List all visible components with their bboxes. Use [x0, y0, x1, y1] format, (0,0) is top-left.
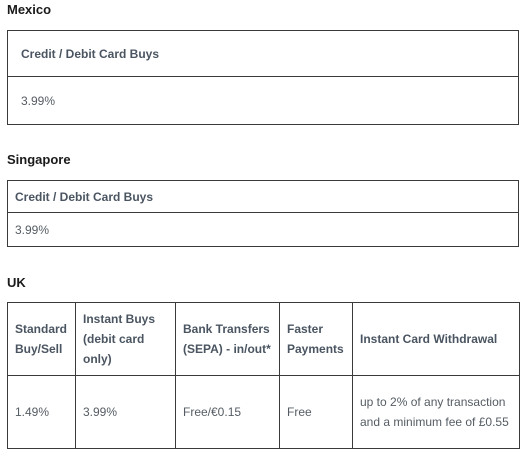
- column-header-standard-buy-sell: Standard Buy/Sell: [7, 302, 76, 376]
- cell-card-buys-fee: 3.99%: [7, 76, 519, 125]
- column-header-card-buys: Credit / Debit Card Buys: [7, 30, 519, 77]
- cell-bank-transfers-fee: Free/€0.15: [175, 375, 280, 449]
- table-header-row: Credit / Debit Card Buys: [7, 180, 519, 213]
- cell-faster-payments-fee: Free: [279, 375, 353, 449]
- section-heading-singapore: Singapore: [7, 152, 71, 167]
- cell-instant-card-withdrawal-fee: up to 2% of any transaction and a minimu…: [352, 375, 520, 449]
- cell-card-buys-fee: 3.99%: [7, 212, 519, 247]
- table-row: 1.49% 3.99% Free/€0.15 Free up to 2% of …: [7, 375, 520, 449]
- table-row: 3.99%: [7, 76, 519, 125]
- table-header-row: Credit / Debit Card Buys: [7, 30, 519, 77]
- fee-table-singapore: Credit / Debit Card Buys 3.99%: [7, 180, 519, 247]
- column-header-bank-transfers: Bank Transfers (SEPA) - in/out*: [175, 302, 280, 376]
- table-row: 3.99%: [7, 212, 519, 247]
- column-header-instant-buys: Instant Buys (debit card only): [75, 302, 176, 376]
- fee-table-uk: Standard Buy/Sell Instant Buys (debit ca…: [7, 302, 520, 449]
- cell-instant-buys-fee: 3.99%: [75, 375, 176, 449]
- column-header-card-buys: Credit / Debit Card Buys: [7, 180, 519, 213]
- section-heading-mexico: Mexico: [7, 2, 52, 17]
- column-header-faster-payments: Faster Payments: [279, 302, 353, 376]
- cell-standard-buy-sell-fee: 1.49%: [7, 375, 76, 449]
- column-header-instant-card-withdrawal: Instant Card Withdrawal: [352, 302, 520, 376]
- fee-table-mexico: Credit / Debit Card Buys 3.99%: [7, 30, 519, 125]
- section-heading-uk: UK: [7, 275, 26, 290]
- table-header-row: Standard Buy/Sell Instant Buys (debit ca…: [7, 302, 520, 376]
